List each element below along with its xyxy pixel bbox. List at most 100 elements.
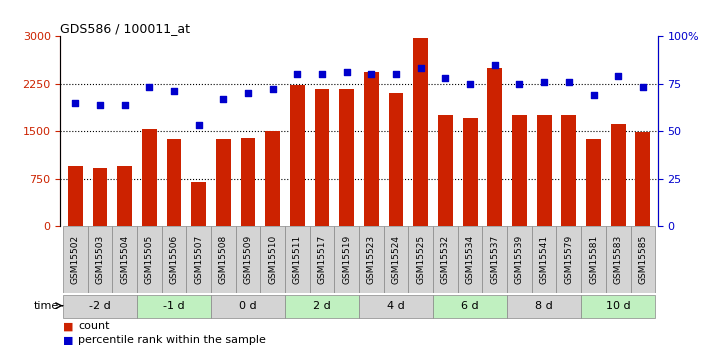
Text: percentile rank within the sample: percentile rank within the sample — [78, 335, 266, 345]
Text: GSM15511: GSM15511 — [293, 235, 302, 284]
Point — [538, 79, 550, 85]
Bar — [240, 138, 255, 226]
Bar — [581, 226, 606, 293]
Text: ■: ■ — [63, 335, 74, 345]
Point — [612, 73, 624, 79]
Text: GSM15532: GSM15532 — [441, 235, 450, 284]
Bar — [389, 93, 403, 226]
Point — [341, 69, 353, 75]
Bar — [463, 118, 478, 226]
Point — [169, 88, 180, 94]
Bar — [137, 295, 211, 318]
Bar — [265, 131, 280, 226]
Point — [439, 75, 451, 81]
Point — [267, 87, 279, 92]
Bar — [339, 89, 354, 226]
Bar — [285, 295, 359, 318]
Text: 4 d: 4 d — [387, 301, 405, 310]
Text: count: count — [78, 322, 110, 331]
Text: GSM15503: GSM15503 — [95, 235, 105, 284]
Point — [365, 71, 377, 77]
Text: 10 d: 10 d — [606, 301, 631, 310]
Text: GSM15507: GSM15507 — [194, 235, 203, 284]
Bar — [487, 68, 502, 226]
Bar — [235, 226, 260, 293]
Bar — [166, 139, 181, 226]
Point — [242, 90, 254, 96]
Bar — [216, 139, 231, 226]
Text: GSM15508: GSM15508 — [219, 235, 228, 284]
Text: GSM15510: GSM15510 — [268, 235, 277, 284]
Bar — [211, 295, 285, 318]
Point — [144, 85, 155, 90]
Text: -1 d: -1 d — [163, 301, 185, 310]
Text: ■: ■ — [63, 322, 74, 331]
Text: GSM15539: GSM15539 — [515, 235, 524, 284]
Bar — [364, 72, 379, 226]
Bar — [586, 139, 601, 226]
Bar — [161, 226, 186, 293]
Bar — [483, 226, 507, 293]
Bar — [359, 295, 433, 318]
Bar — [562, 115, 576, 226]
Text: GSM15505: GSM15505 — [145, 235, 154, 284]
Point — [70, 100, 81, 106]
Point — [292, 71, 303, 77]
Text: -2 d: -2 d — [89, 301, 111, 310]
Text: GSM15537: GSM15537 — [491, 235, 499, 284]
Text: GSM15524: GSM15524 — [392, 235, 400, 284]
Point — [514, 81, 525, 86]
Bar — [310, 226, 334, 293]
Bar — [87, 226, 112, 293]
Point — [415, 66, 427, 71]
Text: 0 d: 0 d — [239, 301, 257, 310]
Bar — [290, 85, 305, 226]
Bar — [438, 115, 453, 226]
Point — [218, 96, 229, 101]
Text: time: time — [34, 301, 59, 310]
Point — [489, 62, 501, 67]
Bar — [512, 115, 527, 226]
Bar — [260, 226, 285, 293]
Point — [95, 102, 106, 107]
Bar — [334, 226, 359, 293]
Bar — [315, 89, 329, 226]
Text: GSM15506: GSM15506 — [169, 235, 178, 284]
Text: GSM15517: GSM15517 — [318, 235, 326, 284]
Bar — [408, 226, 433, 293]
Bar — [117, 166, 132, 226]
Bar — [507, 295, 581, 318]
Point — [119, 102, 130, 107]
Text: GSM15519: GSM15519 — [342, 235, 351, 284]
Text: GSM15504: GSM15504 — [120, 235, 129, 284]
Text: GSM15534: GSM15534 — [466, 235, 475, 284]
Bar — [606, 226, 631, 293]
Bar — [611, 124, 626, 226]
Text: GSM15541: GSM15541 — [540, 235, 549, 284]
Bar — [433, 226, 458, 293]
Text: GSM15583: GSM15583 — [614, 235, 623, 284]
Bar — [92, 168, 107, 226]
Point — [193, 122, 204, 128]
Text: 2 d: 2 d — [313, 301, 331, 310]
Bar — [433, 295, 507, 318]
Text: GSM15581: GSM15581 — [589, 235, 598, 284]
Bar — [186, 226, 211, 293]
Bar — [68, 166, 82, 226]
Text: GSM15585: GSM15585 — [638, 235, 648, 284]
Bar — [137, 226, 161, 293]
Point — [563, 79, 574, 85]
Bar — [557, 226, 581, 293]
Point — [588, 92, 599, 98]
Bar — [112, 226, 137, 293]
Bar — [359, 226, 384, 293]
Bar — [537, 115, 552, 226]
Bar — [631, 226, 656, 293]
Text: GDS586 / 100011_at: GDS586 / 100011_at — [60, 22, 191, 35]
Point — [390, 71, 402, 77]
Text: GSM15509: GSM15509 — [243, 235, 252, 284]
Bar — [581, 295, 656, 318]
Point — [316, 71, 328, 77]
Bar — [507, 226, 532, 293]
Bar — [458, 226, 483, 293]
